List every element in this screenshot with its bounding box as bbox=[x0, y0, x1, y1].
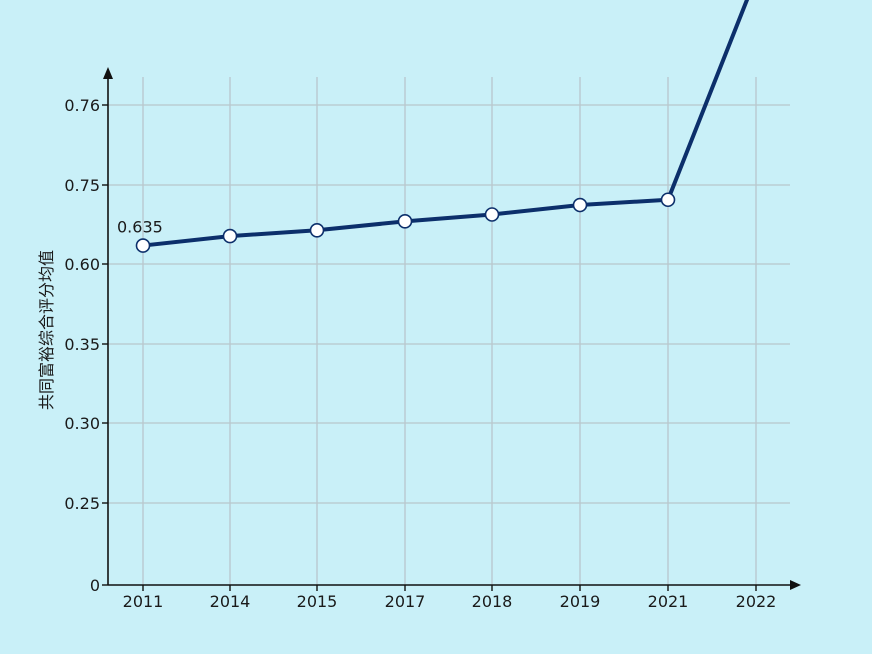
axes bbox=[103, 67, 801, 590]
y-tick-label: 0.30 bbox=[64, 414, 100, 433]
series-line bbox=[142, 0, 750, 248]
data-label: 0.635 bbox=[117, 218, 163, 237]
data-point bbox=[397, 214, 413, 229]
x-tick-label: 2021 bbox=[648, 592, 689, 611]
data-point bbox=[222, 228, 238, 244]
x-tick-label: 2014 bbox=[210, 592, 251, 611]
data-point bbox=[572, 197, 588, 213]
y-tick-label: 0.60 bbox=[64, 255, 100, 274]
x-tick-label: 2017 bbox=[385, 592, 426, 611]
series bbox=[135, 0, 750, 253]
x-tick-label: 2022 bbox=[736, 592, 777, 611]
data-labels: 0.6350.776 bbox=[117, 218, 163, 237]
grid bbox=[108, 77, 790, 585]
y-tick-label: 0 bbox=[90, 576, 100, 595]
data-point bbox=[484, 207, 500, 222]
x-tick-labels: 2011 2014 2015 2017 2018 2019 2021 2022 bbox=[123, 585, 777, 611]
y-axis-arrow bbox=[103, 67, 113, 79]
x-tick-label: 2018 bbox=[472, 592, 513, 611]
x-tick-label: 2015 bbox=[297, 592, 338, 611]
data-point bbox=[660, 192, 676, 208]
data-point bbox=[309, 222, 325, 238]
y-tick-label: 0.75 bbox=[64, 176, 100, 195]
y-axis-label: 共同富裕综合评分均值 bbox=[37, 250, 56, 410]
y-tick-label: 0.76 bbox=[64, 96, 100, 115]
x-axis-arrow bbox=[790, 580, 801, 590]
x-tick-label: 2019 bbox=[560, 592, 601, 611]
x-tick-label: 2011 bbox=[123, 592, 164, 611]
y-tick-labels: 0 0.25 0.30 0.35 0.60 0.75 0.76 bbox=[64, 96, 108, 595]
data-point bbox=[135, 238, 151, 253]
y-tick-label: 0.25 bbox=[64, 494, 100, 513]
y-tick-label: 0.35 bbox=[64, 335, 100, 354]
